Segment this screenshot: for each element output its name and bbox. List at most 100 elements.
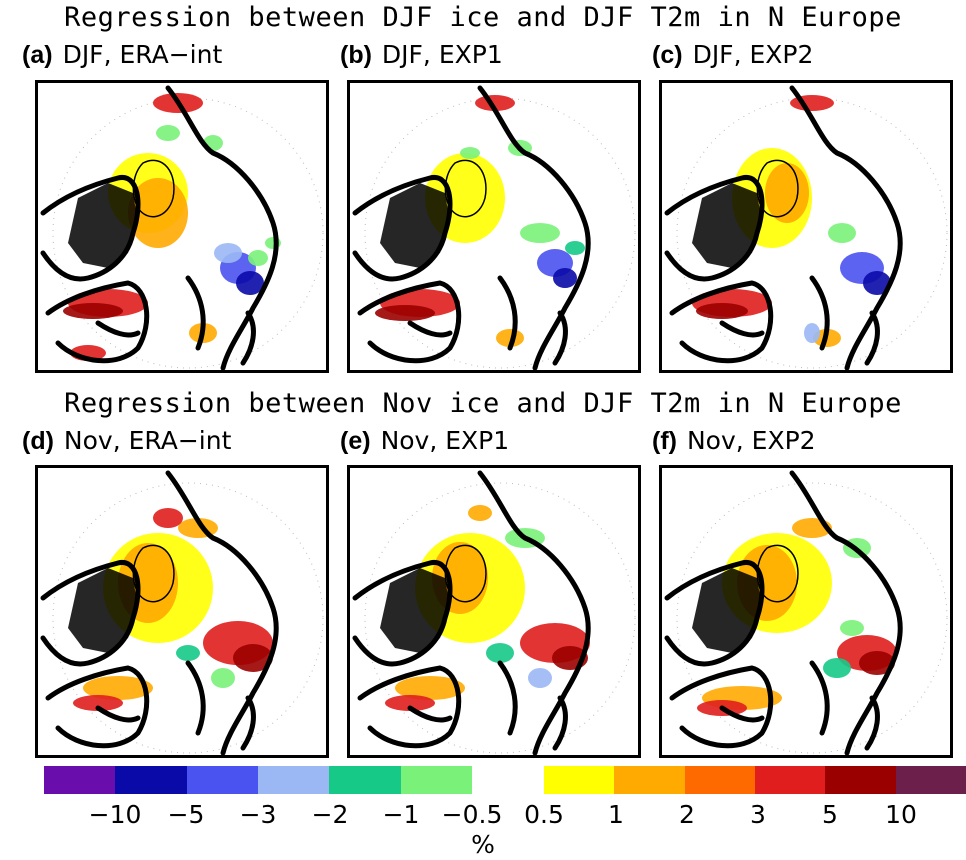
coastline [809, 275, 830, 351]
colorbar-positive [544, 766, 966, 794]
colorbar-swatch-neg-5 [400, 766, 472, 794]
coastline [185, 275, 206, 351]
regression-field [385, 695, 435, 711]
colorbar-swatch-neg-1 [115, 766, 187, 794]
significance-contour [132, 159, 175, 218]
colorbar-tick-label: −3 [239, 800, 277, 829]
map-panel-e [347, 465, 641, 758]
significance-contour [132, 544, 175, 603]
archipelago-landmass [380, 568, 450, 653]
coastline [719, 320, 765, 338]
archipelago-landmass [68, 183, 138, 268]
colorbar-swatch-neg-3 [257, 766, 330, 794]
colorbar-tick-label: −2 [311, 800, 349, 829]
regression-field [233, 644, 273, 672]
coastline [240, 695, 256, 751]
regression-field [468, 505, 492, 521]
map-panel-c [659, 80, 953, 373]
regression-field [696, 303, 748, 319]
latitude-circle [52, 97, 324, 369]
regression-field [863, 271, 891, 295]
row-title-djf: Regression between DJF ice and DJF T2m i… [64, 2, 902, 33]
regression-field [83, 676, 153, 700]
map-panel-d [35, 465, 329, 758]
colorbar-tick-label: −10 [88, 800, 142, 829]
regression-field [528, 668, 552, 688]
coastline [407, 705, 453, 723]
panel-label-a: (a) DJF, ERA−int [22, 40, 223, 69]
panel-label-c: (c) DJF, EXP2 [652, 40, 814, 69]
coastline [95, 705, 141, 723]
latitude-circle [676, 97, 948, 369]
colorbar-tick-label: −0.5 [441, 800, 503, 829]
coastline [45, 280, 150, 364]
row-title-nov: Regression between Nov ice and DJF T2m i… [64, 388, 902, 419]
coastline [185, 660, 206, 736]
archipelago-landmass [692, 568, 762, 653]
regression-field [496, 329, 524, 347]
coastline [497, 660, 518, 736]
significance-contour [756, 159, 799, 218]
coastline [864, 695, 880, 751]
archipelago-landmass [692, 183, 762, 268]
colorbar-tick-label: 5 [822, 800, 838, 829]
coastline [552, 695, 568, 751]
coastline [357, 665, 462, 749]
colorbar-tick-label: 2 [679, 800, 695, 829]
colorbar-swatch-pos-3 [754, 766, 826, 794]
coastline [477, 85, 591, 370]
panel-label-b: (b) DJF, EXP1 [340, 40, 503, 69]
regression-field [486, 643, 514, 663]
coastline [407, 320, 453, 338]
panel-label-f: (f) Nov, EXP2 [652, 426, 816, 455]
regression-field [236, 271, 264, 295]
regression-field [840, 620, 864, 636]
colorbar-swatch-pos-2 [684, 766, 755, 794]
colorbar-swatch-neg-4 [329, 766, 401, 794]
regression-field [804, 323, 820, 343]
regression-field [823, 658, 851, 678]
regression-field [859, 651, 895, 675]
regression-field [828, 223, 856, 243]
polar-map [40, 85, 324, 370]
regression-field [63, 303, 123, 319]
regression-field [73, 695, 123, 711]
polar-map [352, 85, 636, 370]
regression-field [248, 250, 268, 266]
colorbar-swatch-pos-0 [544, 766, 615, 794]
map-panel-a [35, 80, 329, 373]
map-panel-f [659, 465, 953, 758]
significance-contour [444, 159, 487, 218]
archipelago-landmass [68, 568, 138, 653]
coastline [165, 470, 279, 755]
coastline [497, 275, 518, 351]
regression-field [214, 243, 242, 263]
regression-field [520, 223, 560, 243]
regression-field [553, 268, 577, 288]
colorbar-unit: % [471, 830, 495, 859]
colorbar-swatch-pos-4 [825, 766, 896, 794]
panel-label-e: (e) Nov, EXP1 [340, 426, 510, 455]
latitude-circle [676, 482, 948, 754]
latitude-circle [364, 97, 636, 369]
latitude-circle [52, 482, 324, 754]
colorbar-tick-label: 0.5 [524, 800, 564, 829]
colorbar-negative [44, 766, 472, 794]
regression-field [211, 668, 235, 688]
coastline [669, 665, 774, 749]
colorbar-swatch-pos-1 [614, 766, 685, 794]
coastline [477, 470, 591, 755]
coastline [357, 280, 462, 364]
coastline [864, 310, 880, 366]
regression-field [565, 241, 585, 255]
polar-map [664, 85, 948, 370]
regression-field [156, 125, 180, 141]
coastline [95, 320, 141, 338]
colorbar-tick-label: 1 [608, 800, 624, 829]
polar-map [40, 470, 324, 755]
coastline [552, 310, 568, 366]
colorbar-ticks: −10 −5 −3 −2 −1 −0.5 0.5 1 2 3 5 10 [0, 800, 966, 830]
regression-field [176, 645, 200, 661]
regression-field [460, 147, 480, 159]
panel-label-d: (d) Nov, ERA−int [22, 426, 232, 455]
